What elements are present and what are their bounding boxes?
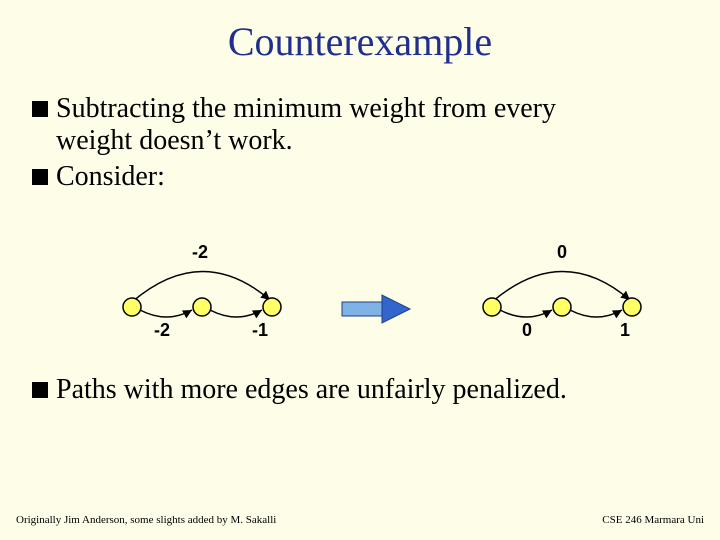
- bullet-2: Consider:: [32, 161, 688, 193]
- left-edge1-label: -2: [154, 320, 170, 341]
- slide-title: Counterexample: [0, 0, 720, 65]
- bullet-marker: [32, 382, 48, 398]
- right-edge1-label: 0: [522, 320, 532, 341]
- bullet-2-text: Consider:: [56, 161, 165, 193]
- bullet-1-line1: Subtracting the minimum weight from ever…: [56, 93, 556, 124]
- left-edge2-label: -1: [252, 320, 268, 341]
- bullet-1-line2: weight doesn’t work.: [56, 125, 293, 156]
- diagram: -2 -2 -1 0 0 1: [32, 212, 688, 362]
- content-area: Subtracting the minimum weight from ever…: [0, 65, 720, 406]
- footer-right: CSE 246 Marmara Uni: [602, 514, 704, 526]
- bullet-marker: [32, 169, 48, 185]
- bullet-3-text: Paths with more edges are unfairly penal…: [56, 374, 567, 406]
- bullet-1: Subtracting the minimum weight from ever…: [32, 93, 688, 157]
- bullet-3: Paths with more edges are unfairly penal…: [32, 374, 688, 406]
- right-top-label: 0: [557, 242, 567, 263]
- bullet-marker: [32, 101, 48, 117]
- diagram-svg: [32, 212, 692, 362]
- bullet-1-text: Subtracting the minimum weight from ever…: [56, 93, 556, 157]
- right-edge2-label: 1: [620, 320, 630, 341]
- footer-left: Originally Jim Anderson, some slights ad…: [16, 514, 276, 526]
- left-top-label: -2: [192, 242, 208, 263]
- block-arrow: [342, 295, 410, 323]
